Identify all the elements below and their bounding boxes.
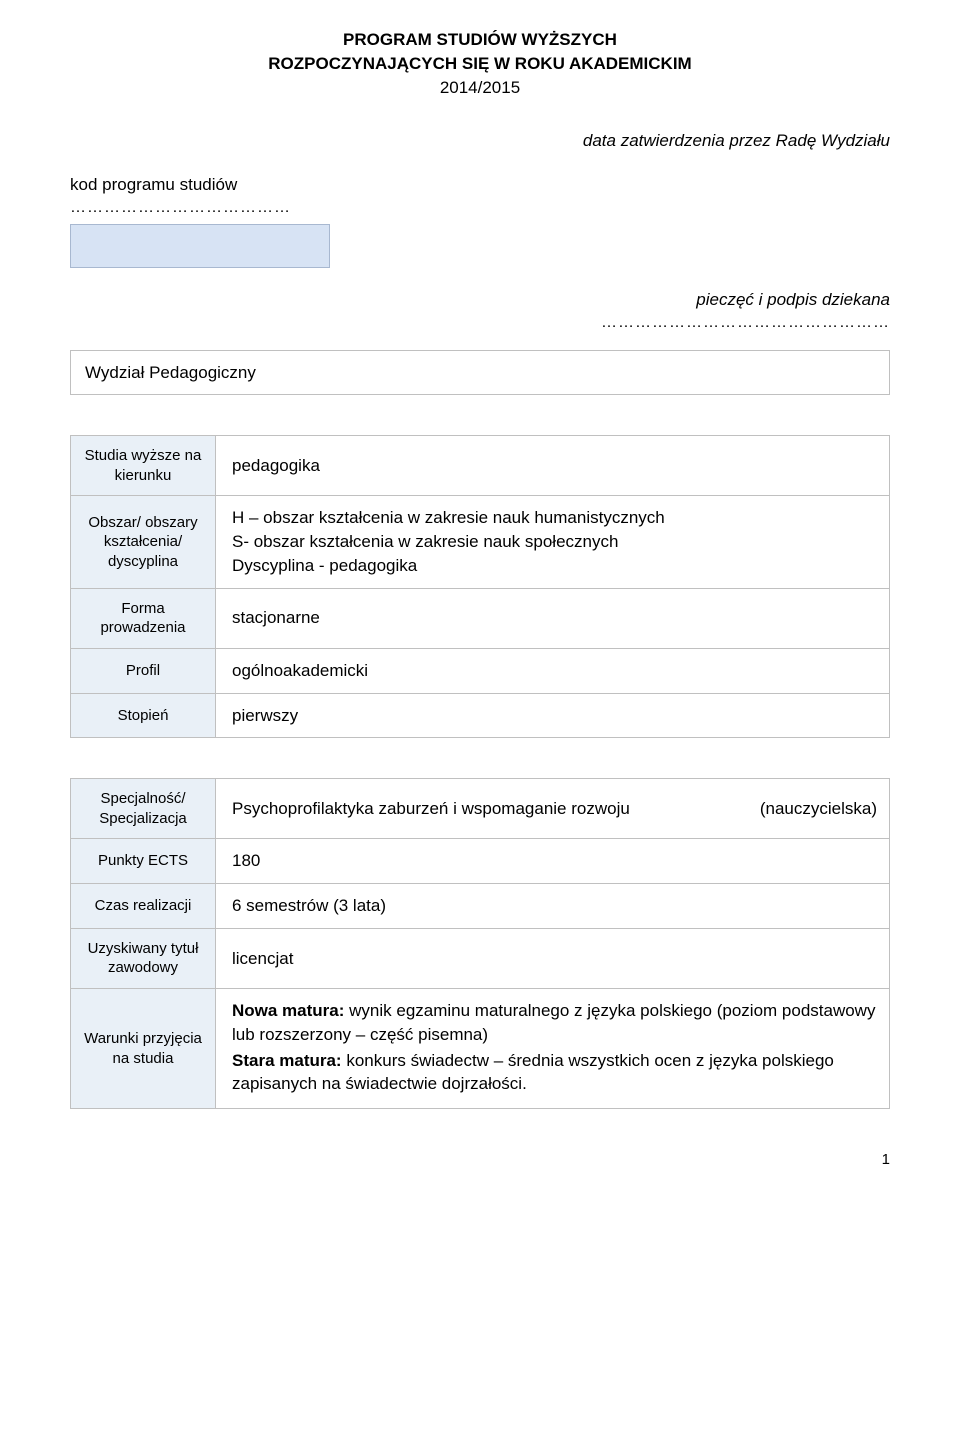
- t2-row5-bold2: Stara matura:: [232, 1051, 342, 1070]
- t2-row1-value: Psychoprofilaktyka zaburzeń i wspomagani…: [216, 779, 890, 839]
- faculty-box: Wydział Pedagogiczny: [70, 350, 890, 396]
- t2-row5-bold1: Nowa matura:: [232, 1001, 344, 1020]
- page-number: 1: [70, 1149, 890, 1170]
- t2-row5-value: Nowa matura: wynik egzaminu maturalnego …: [216, 988, 890, 1108]
- header-line-2: ROZPOCZYNAJĄCYCH SIĘ W ROKU AKADEMICKIM: [70, 52, 890, 76]
- t1-row1-label: Studia wyższe na kierunku: [71, 436, 216, 496]
- header-year: 2014/2015: [70, 76, 890, 100]
- t2-row5-label: Warunki przyjęcia na studia: [71, 988, 216, 1108]
- t2-row1-left: Psychoprofilaktyka zaburzeń i wspomagani…: [232, 797, 630, 821]
- header-line-1: PROGRAM STUDIÓW WYŻSZYCH: [70, 28, 890, 52]
- t1-row3-value: stacjonarne: [216, 588, 890, 648]
- dots-under-kod: …………………………………: [70, 197, 890, 219]
- approval-text: data zatwierdzenia przez Radę Wydziału: [70, 129, 890, 153]
- info-table-2: Specjalność/ Specjalizacja Psychoprofila…: [70, 778, 890, 1109]
- t1-row1-value: pedagogika: [216, 436, 890, 496]
- kod-input-box: [70, 224, 330, 268]
- t2-row4-value: licencjat: [216, 928, 890, 988]
- t1-row5-value: pierwszy: [216, 693, 890, 738]
- t1-row4-value: ogólnoakademicki: [216, 648, 890, 693]
- t2-row1-label: Specjalność/ Specjalizacja: [71, 779, 216, 839]
- t1-row5-label: Stopień: [71, 693, 216, 738]
- t2-row3-label: Czas realizacji: [71, 884, 216, 929]
- t1-row2-line2: S- obszar kształcenia w zakresie nauk sp…: [232, 530, 877, 554]
- t2-row4-label: Uzyskiwany tytuł zawodowy: [71, 928, 216, 988]
- signature-label: pieczęć i podpis dziekana: [70, 288, 890, 312]
- t1-row3-label: Forma prowadzenia: [71, 588, 216, 648]
- kod-label: kod programu studiów: [70, 173, 890, 197]
- t1-row2-label: Obszar/ obszary kształcenia/ dyscyplina: [71, 496, 216, 588]
- t1-row2-line1: H – obszar kształcenia w zakresie nauk h…: [232, 506, 877, 530]
- t2-row2-value: 180: [216, 839, 890, 884]
- t1-row4-label: Profil: [71, 648, 216, 693]
- t2-row1-right: (nauczycielska): [760, 797, 877, 821]
- info-table-1: Studia wyższe na kierunku pedagogika Obs…: [70, 435, 890, 738]
- dots-signature: ……………………………………………: [70, 312, 890, 334]
- t2-row3-value: 6 semestrów (3 lata): [216, 884, 890, 929]
- t1-row2-value: H – obszar kształcenia w zakresie nauk h…: [216, 496, 890, 588]
- t1-row2-line3: Dyscyplina - pedagogika: [232, 554, 877, 578]
- t2-row2-label: Punkty ECTS: [71, 839, 216, 884]
